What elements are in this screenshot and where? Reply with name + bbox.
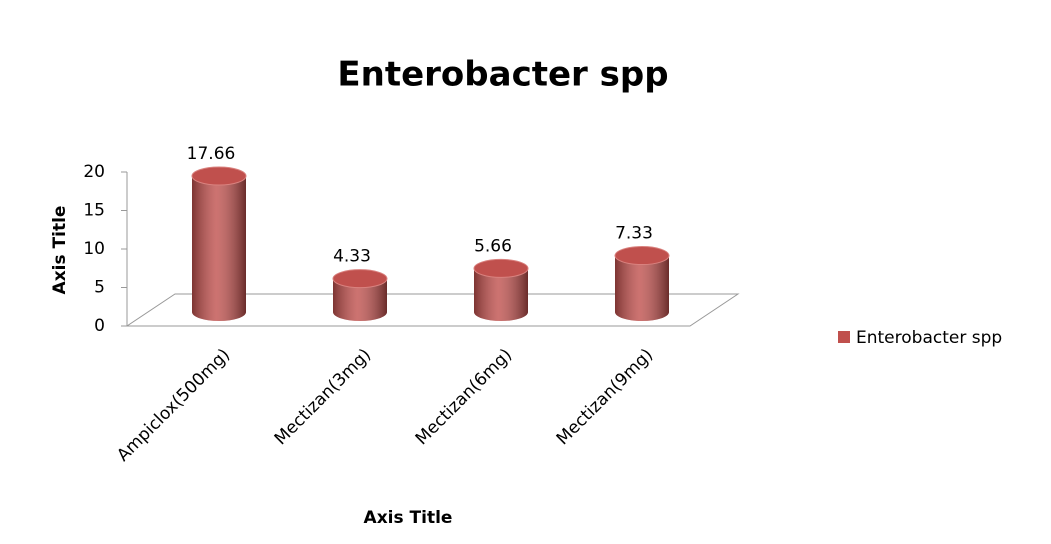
data-label: 4.33	[333, 247, 371, 267]
x-tick-label: Mectizan(9mg)	[553, 345, 657, 449]
bar-top	[473, 258, 529, 278]
chart-title: Enterobacter spp	[337, 55, 668, 95]
bar-shading	[615, 255, 669, 321]
y-tick-label: 15	[83, 201, 105, 221]
x-tick-label: Mectizan(3mg)	[271, 345, 375, 449]
data-label: 17.66	[187, 144, 236, 164]
data-label: 5.66	[474, 236, 512, 256]
y-tick-label: 10	[83, 239, 105, 259]
bar-shading	[192, 176, 246, 321]
x-tick-label: Mectizan(6mg)	[412, 345, 516, 449]
x-tick-label: Ampiclox(500mg)	[113, 345, 234, 466]
y-axis-title: Axis Title	[50, 206, 70, 295]
x-axis-title: Axis Title	[364, 508, 453, 528]
bar-shading	[333, 278, 387, 321]
legend-swatch	[838, 331, 850, 343]
y-tick-label: 5	[94, 278, 105, 298]
y-tick-label: 20	[83, 162, 105, 182]
bar-top	[191, 166, 247, 186]
y-tick-label: 0	[94, 316, 105, 336]
bar-top	[332, 269, 388, 289]
bar-shading	[474, 268, 528, 321]
bar-top	[614, 246, 670, 266]
legend-label: Enterobacter spp	[856, 328, 1002, 348]
floor	[125, 293, 740, 327]
data-label: 7.33	[615, 224, 653, 244]
